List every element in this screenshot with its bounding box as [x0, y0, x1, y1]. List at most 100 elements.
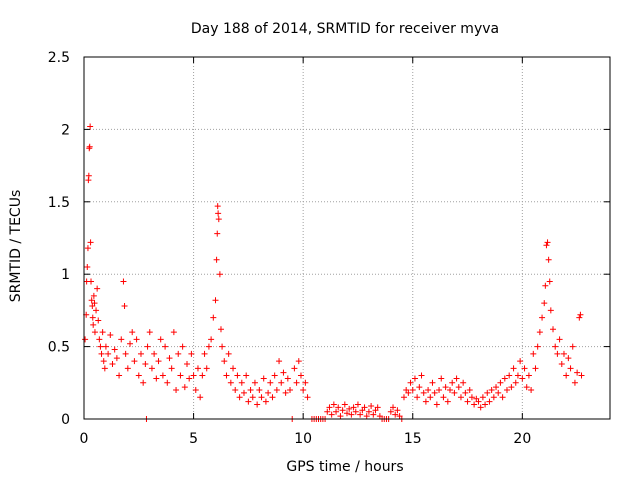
data-point — [577, 311, 584, 318]
data-point — [186, 375, 193, 382]
data-point — [287, 387, 294, 394]
data-point — [348, 411, 355, 418]
data-point — [392, 411, 399, 418]
data-point — [420, 389, 427, 396]
data-point — [530, 350, 537, 357]
data-point — [249, 394, 256, 401]
data-point — [129, 329, 136, 336]
data-point — [390, 404, 397, 411]
x-tick-label: 15 — [404, 431, 422, 447]
data-point — [215, 216, 222, 223]
data-point — [495, 389, 502, 396]
data-point — [221, 358, 228, 365]
data-point — [357, 411, 364, 418]
data-point — [370, 411, 377, 418]
data-point — [433, 401, 440, 408]
data-point — [499, 394, 506, 401]
data-point — [181, 384, 188, 391]
data-point — [394, 407, 401, 414]
data-point — [534, 343, 541, 350]
data-point — [144, 343, 151, 350]
data-point — [449, 379, 456, 386]
data-point — [90, 321, 97, 328]
data-point — [363, 413, 370, 420]
data-point — [490, 394, 497, 401]
y-tick-label: 1.5 — [48, 195, 70, 211]
data-point — [427, 394, 434, 401]
data-point — [88, 278, 95, 285]
data-point — [276, 358, 283, 365]
data-point — [416, 384, 423, 391]
data-point — [503, 387, 510, 394]
data-point — [576, 314, 583, 321]
data-point — [486, 398, 493, 405]
data-point — [352, 408, 359, 415]
data-point — [164, 379, 171, 386]
data-point — [236, 394, 243, 401]
data-point — [464, 398, 471, 405]
x-tick-label: 20 — [513, 431, 531, 447]
data-point — [337, 413, 344, 420]
data-point — [339, 407, 346, 414]
data-point — [84, 245, 91, 252]
data-point — [324, 408, 331, 415]
data-point — [192, 387, 199, 394]
data-point — [493, 384, 500, 391]
data-point — [82, 336, 89, 343]
data-point — [346, 405, 353, 412]
data-point — [251, 379, 258, 386]
data-point — [411, 375, 418, 382]
data-point — [113, 355, 120, 362]
data-point — [497, 379, 504, 386]
data-point — [560, 350, 567, 357]
data-point — [462, 389, 469, 396]
data-point — [536, 329, 543, 336]
data-point — [354, 401, 361, 408]
data-point — [457, 394, 464, 401]
x-axis-label: GPS time / hours — [286, 459, 403, 475]
data-point — [95, 317, 102, 324]
data-point — [447, 387, 454, 394]
y-tick-label: 2.5 — [48, 50, 70, 66]
data-point — [521, 365, 528, 372]
data-point — [90, 292, 97, 299]
data-point — [86, 143, 93, 150]
data-point — [508, 384, 515, 391]
data-point — [153, 375, 160, 382]
data-point — [425, 387, 432, 394]
data-point — [243, 372, 250, 379]
data-point — [550, 326, 557, 333]
data-point — [328, 411, 335, 418]
data-point — [501, 375, 508, 382]
data-point — [223, 372, 230, 379]
data-point — [217, 326, 224, 333]
data-point — [295, 358, 302, 365]
data-point — [190, 372, 197, 379]
data-point — [558, 360, 565, 367]
data-point — [179, 343, 186, 350]
data-point — [479, 394, 486, 401]
data-point — [482, 401, 489, 408]
data-point — [563, 372, 570, 379]
data-point — [431, 389, 438, 396]
data-point — [146, 329, 153, 336]
data-point — [350, 404, 357, 411]
data-point — [284, 375, 291, 382]
plot-frame — [83, 56, 611, 420]
data-point — [269, 394, 276, 401]
x-tick-label: 10 — [294, 431, 312, 447]
data-points — [82, 123, 585, 422]
data-point — [512, 379, 519, 386]
data-point — [519, 375, 526, 382]
data-point — [455, 384, 462, 391]
data-point — [282, 389, 289, 396]
data-point — [544, 239, 551, 246]
data-point — [422, 398, 429, 405]
data-point — [374, 404, 381, 411]
data-point — [442, 384, 449, 391]
data-point — [127, 340, 134, 347]
data-point — [517, 358, 524, 365]
data-point — [265, 389, 272, 396]
data-point — [232, 387, 239, 394]
data-point — [400, 394, 407, 401]
